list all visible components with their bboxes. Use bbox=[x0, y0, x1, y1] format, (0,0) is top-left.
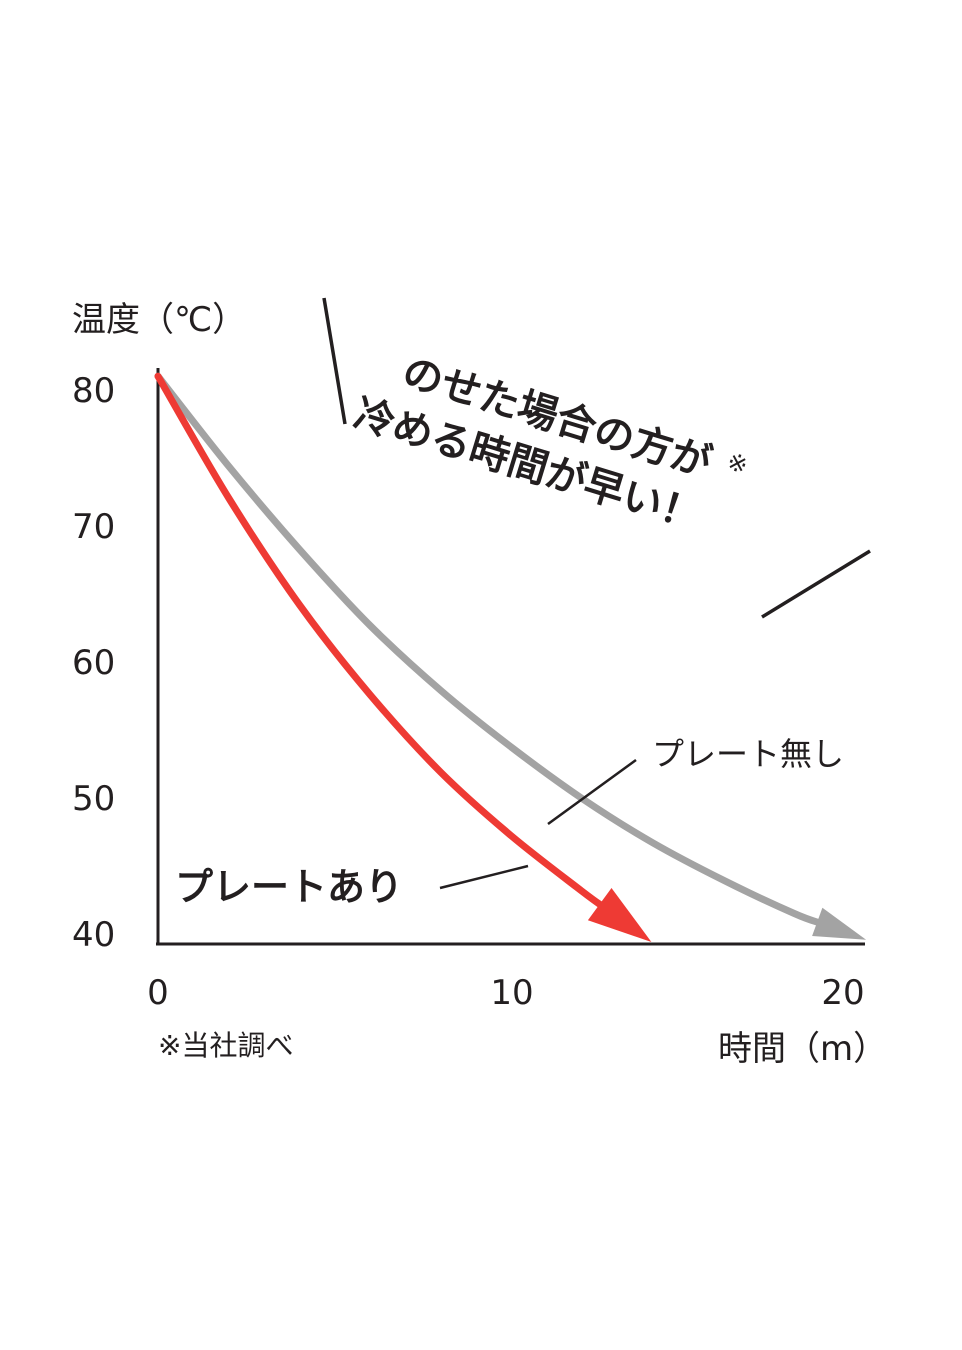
y-tick-label: 50 bbox=[72, 779, 116, 819]
series-label-no-plate: プレート無し bbox=[652, 735, 845, 773]
x-axis-title: 時間（m） bbox=[718, 1029, 888, 1069]
series-layer bbox=[154, 372, 867, 942]
x-tick-label: 0 bbox=[147, 973, 169, 1013]
leader-line-no-plate bbox=[547, 758, 637, 826]
series-label-with-plate: プレートあり bbox=[175, 865, 404, 909]
series-line-with-plate bbox=[154, 372, 607, 910]
series-arrowhead-no-plate bbox=[812, 907, 867, 940]
axes bbox=[156, 368, 865, 946]
footnote: ※当社調べ bbox=[158, 1029, 294, 1062]
leader-line-with-plate bbox=[439, 864, 529, 890]
y-tick-label: 80 bbox=[72, 371, 116, 411]
y-axis-title: 温度（℃） bbox=[72, 300, 247, 340]
series-line-no-plate bbox=[154, 372, 825, 927]
y-tick-label: 70 bbox=[72, 507, 116, 547]
series-arrowhead-with-plate bbox=[587, 888, 652, 942]
x-tick-label: 20 bbox=[821, 973, 865, 1013]
x-tick-label: 10 bbox=[490, 973, 534, 1013]
callout-decoration bbox=[322, 297, 871, 619]
y-tick-label: 40 bbox=[72, 915, 116, 955]
callout-accent-right bbox=[761, 549, 871, 619]
callout-accent-left bbox=[322, 297, 347, 425]
y-tick-label: 60 bbox=[72, 643, 116, 683]
callout-mark: ※ bbox=[723, 447, 752, 480]
